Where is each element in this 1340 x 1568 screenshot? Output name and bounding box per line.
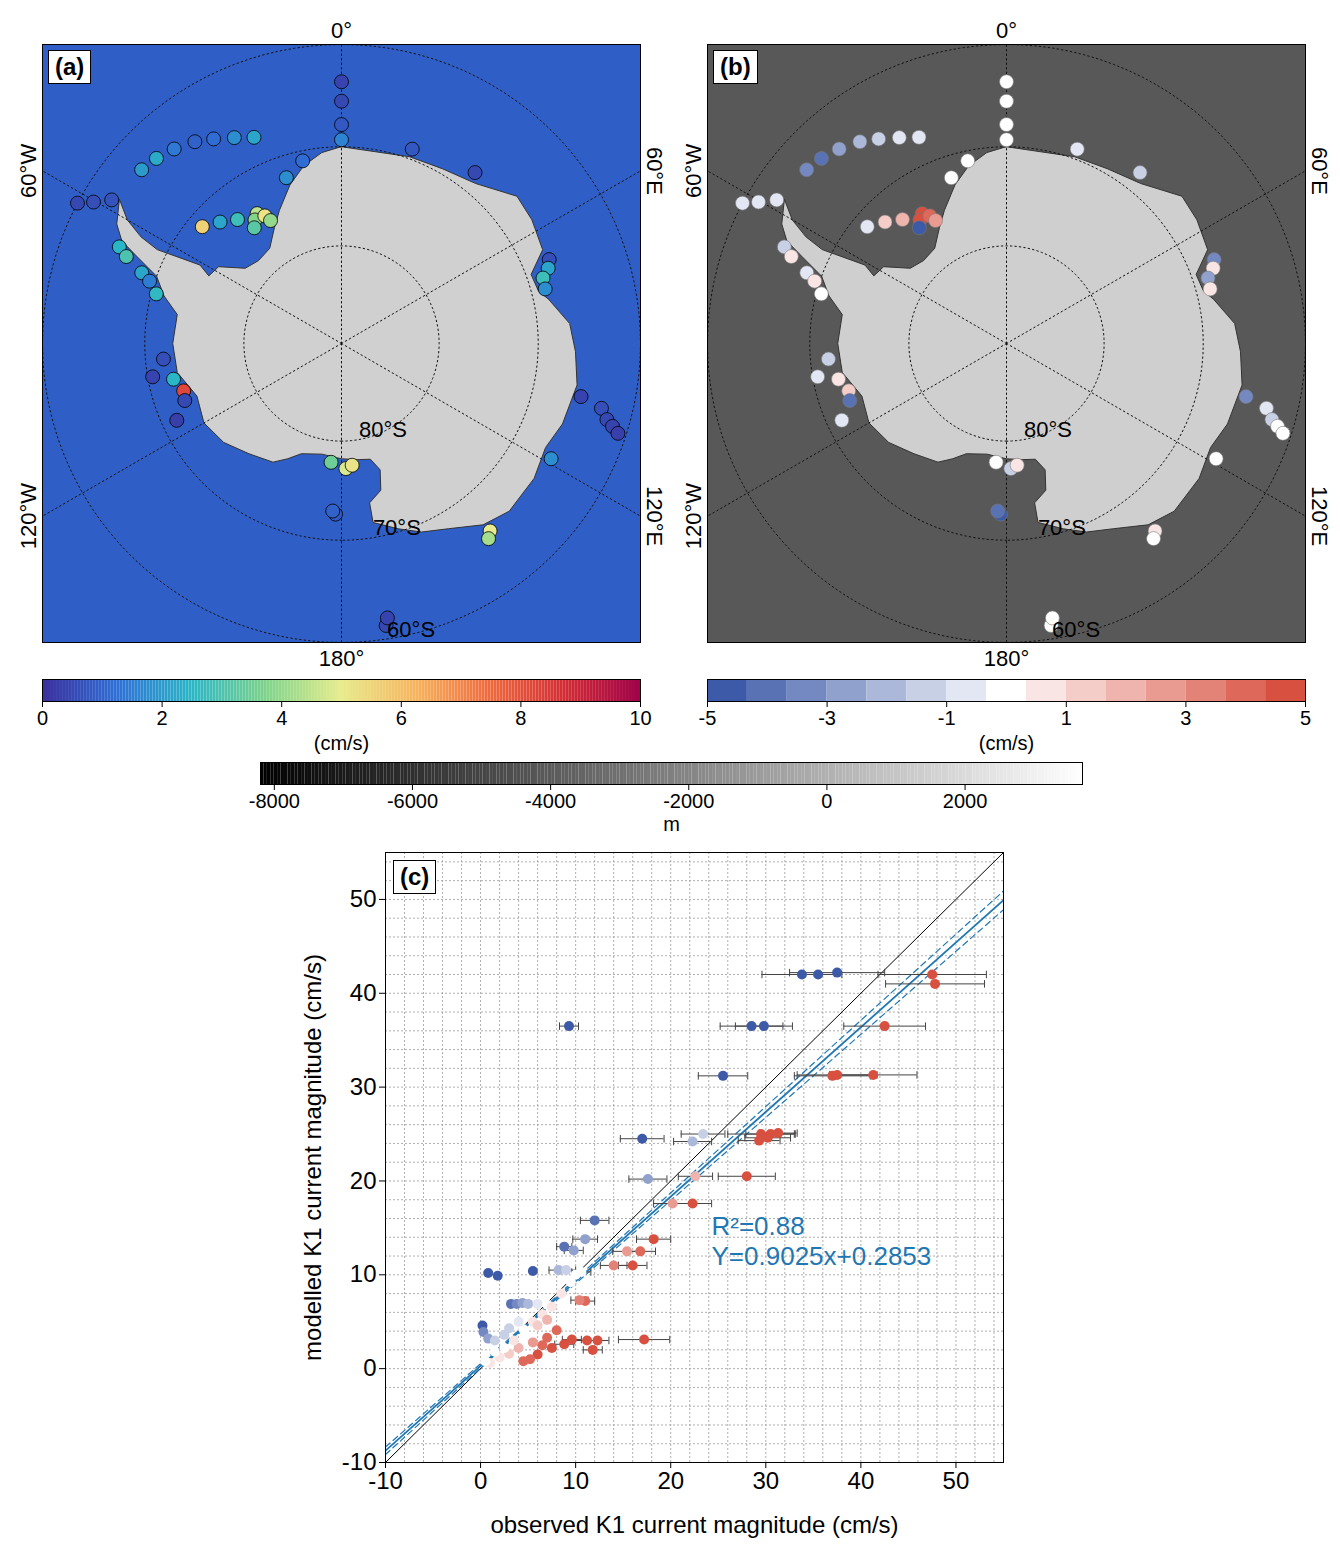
svg-text:3: 3	[1180, 707, 1191, 729]
svg-text:80°S: 80°S	[1024, 417, 1072, 442]
svg-text:-10: -10	[368, 1467, 403, 1494]
svg-text:-6000: -6000	[387, 790, 438, 812]
svg-text:120°W: 120°W	[16, 483, 41, 550]
svg-text:Y=0.9025x+0.2853: Y=0.9025x+0.2853	[712, 1241, 932, 1271]
svg-text:2000: 2000	[943, 790, 988, 812]
svg-text:8: 8	[515, 707, 526, 729]
svg-text:70°S: 70°S	[1038, 515, 1086, 540]
svg-text:0: 0	[821, 790, 832, 812]
svg-text:-8000: -8000	[249, 790, 300, 812]
svg-text:2: 2	[157, 707, 168, 729]
svg-text:180°: 180°	[319, 646, 365, 671]
svg-text:5: 5	[1300, 707, 1311, 729]
svg-text:120°E: 120°E	[1307, 486, 1332, 546]
svg-text:(cm/s): (cm/s)	[314, 732, 370, 754]
svg-text:-2000: -2000	[663, 790, 714, 812]
svg-text:-4000: -4000	[525, 790, 576, 812]
svg-text:120°W: 120°W	[681, 483, 706, 550]
html-text:(c): (c)	[400, 863, 430, 890]
svg-text:6: 6	[396, 707, 407, 729]
svg-text:modelled K1 current magnitude: modelled K1 current magnitude (cm/s)	[299, 954, 326, 1361]
svg-text:R²=0.88: R²=0.88	[712, 1211, 805, 1241]
svg-text:70°S: 70°S	[373, 515, 421, 540]
svg-text:120°E: 120°E	[642, 486, 667, 546]
svg-text:10: 10	[562, 1467, 589, 1494]
svg-text:0: 0	[363, 1354, 376, 1381]
html-text:(a): (a)	[55, 53, 85, 80]
svg-text:(cm/s): (cm/s)	[979, 732, 1035, 754]
svg-text:180°: 180°	[984, 646, 1030, 671]
svg-text:-5: -5	[699, 707, 717, 729]
svg-text:20: 20	[350, 1167, 377, 1194]
svg-text:m: m	[663, 813, 680, 835]
svg-text:-10: -10	[341, 1448, 377, 1476]
svg-text:0: 0	[37, 707, 48, 729]
svg-text:1: 1	[1061, 707, 1072, 729]
svg-text:0°: 0°	[331, 18, 352, 43]
svg-text:80°S: 80°S	[359, 417, 407, 442]
html-text:(b): (b)	[720, 53, 751, 80]
svg-text:60°W: 60°W	[681, 144, 706, 198]
svg-text:30: 30	[752, 1467, 779, 1494]
svg-text:60°S: 60°S	[1052, 617, 1100, 642]
svg-text:60°E: 60°E	[1307, 147, 1332, 195]
svg-text:0: 0	[474, 1467, 487, 1494]
svg-text:40: 40	[350, 979, 377, 1006]
svg-text:20: 20	[657, 1467, 684, 1494]
svg-text:10: 10	[629, 707, 651, 729]
svg-text:50: 50	[350, 885, 377, 912]
svg-text:50: 50	[943, 1467, 970, 1494]
svg-text:60°S: 60°S	[387, 617, 435, 642]
svg-text:observed K1 current magnitude: observed K1 current magnitude (cm/s)	[490, 1511, 898, 1538]
svg-text:60°W: 60°W	[16, 144, 41, 198]
svg-text:40: 40	[848, 1467, 875, 1494]
svg-text:-3: -3	[818, 707, 836, 729]
svg-text:10: 10	[350, 1260, 377, 1287]
svg-text:0°: 0°	[996, 18, 1017, 43]
svg-text:4: 4	[276, 707, 287, 729]
svg-text:60°E: 60°E	[642, 147, 667, 195]
svg-text:-1: -1	[938, 707, 956, 729]
svg-text:30: 30	[350, 1073, 377, 1100]
